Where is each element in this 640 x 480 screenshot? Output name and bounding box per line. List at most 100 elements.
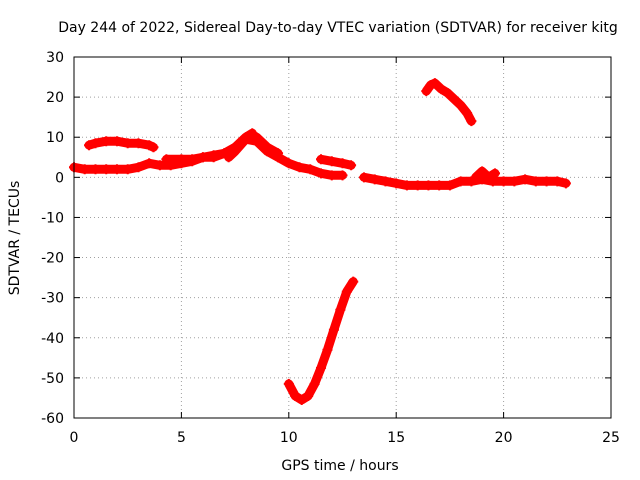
data-point bbox=[273, 148, 284, 159]
data-point bbox=[176, 154, 187, 165]
data-point bbox=[111, 136, 122, 147]
x-axis-label: GPS time / hours bbox=[281, 458, 398, 474]
data-point bbox=[303, 390, 314, 401]
data-point bbox=[462, 108, 473, 119]
data-point bbox=[84, 140, 95, 151]
y-tick-label: 10 bbox=[46, 130, 64, 146]
data-point bbox=[335, 304, 346, 315]
data-point bbox=[341, 286, 352, 297]
y-tick-label: -20 bbox=[41, 251, 64, 267]
y-tick-label: 0 bbox=[55, 170, 64, 186]
data-point bbox=[442, 88, 453, 99]
data-point bbox=[483, 172, 494, 183]
x-tick-label: 20 bbox=[495, 430, 513, 446]
series-track-2 bbox=[84, 136, 159, 153]
plot-frame bbox=[73, 56, 612, 419]
y-tick-label: -30 bbox=[41, 291, 64, 307]
data-point bbox=[429, 78, 440, 89]
series-track-9 bbox=[421, 78, 477, 127]
data-point bbox=[262, 142, 273, 153]
data-point bbox=[520, 174, 531, 185]
y-tick-label: -60 bbox=[41, 411, 64, 427]
data-point bbox=[391, 178, 402, 189]
data-point bbox=[434, 180, 445, 191]
data-point bbox=[240, 134, 251, 145]
series-track-6 bbox=[283, 276, 359, 405]
series-line bbox=[284, 277, 358, 405]
data-point bbox=[122, 164, 133, 175]
data-point bbox=[380, 176, 391, 187]
data-point bbox=[348, 276, 359, 287]
tick-marks bbox=[73, 56, 612, 419]
data-point bbox=[316, 362, 327, 373]
data-point bbox=[197, 152, 208, 163]
data-point bbox=[122, 138, 133, 149]
data-point bbox=[322, 344, 333, 355]
series-track-7 bbox=[358, 172, 571, 191]
data-point bbox=[161, 154, 172, 165]
data-point bbox=[283, 158, 294, 169]
data-point bbox=[144, 158, 155, 169]
data-point bbox=[316, 154, 327, 165]
series-layer bbox=[69, 78, 571, 405]
data-point bbox=[560, 178, 571, 189]
data-point bbox=[498, 176, 509, 187]
data-point bbox=[90, 138, 101, 149]
data-point bbox=[401, 180, 412, 191]
y-tick-label: -40 bbox=[41, 331, 64, 347]
series-line bbox=[471, 166, 500, 182]
data-point bbox=[79, 164, 90, 175]
data-point bbox=[208, 150, 219, 161]
data-point bbox=[133, 138, 144, 149]
data-point bbox=[101, 136, 112, 147]
data-point bbox=[230, 146, 241, 157]
data-point bbox=[251, 132, 262, 143]
data-point bbox=[490, 168, 501, 179]
series-line bbox=[224, 132, 283, 162]
data-point bbox=[455, 100, 466, 111]
chart-title: Day 244 of 2022, Sidereal Day-to-day VTE… bbox=[58, 20, 618, 36]
data-point bbox=[470, 172, 481, 183]
y-axis-label: SDTVAR / TECUs bbox=[7, 181, 23, 296]
data-point bbox=[154, 160, 165, 171]
y-tick-label: 20 bbox=[46, 90, 64, 106]
series-line bbox=[421, 78, 476, 126]
grid-lines bbox=[74, 57, 611, 418]
x-tick-label: 15 bbox=[387, 430, 405, 446]
y-tick-label: -50 bbox=[41, 371, 64, 387]
x-tick-label: 25 bbox=[602, 430, 620, 446]
x-tick-label: 10 bbox=[280, 430, 298, 446]
data-point bbox=[444, 180, 455, 191]
y-tick-label: 30 bbox=[46, 50, 64, 66]
data-point bbox=[455, 176, 466, 187]
x-tick-label: 0 bbox=[70, 430, 79, 446]
data-point bbox=[449, 94, 460, 105]
data-point bbox=[294, 162, 305, 173]
data-point bbox=[509, 176, 520, 187]
data-point bbox=[369, 174, 380, 185]
data-point bbox=[337, 170, 348, 181]
series-track-4 bbox=[223, 132, 284, 163]
data-point bbox=[541, 176, 552, 187]
data-point bbox=[305, 164, 316, 175]
data-point bbox=[326, 170, 337, 181]
data-point bbox=[111, 164, 122, 175]
data-point bbox=[296, 394, 307, 405]
data-point bbox=[290, 390, 301, 401]
series-track-5 bbox=[316, 154, 357, 171]
data-point bbox=[90, 164, 101, 175]
data-point bbox=[421, 86, 432, 97]
data-point bbox=[530, 176, 541, 187]
data-point bbox=[337, 158, 348, 169]
data-point bbox=[552, 176, 563, 187]
series-track-8 bbox=[470, 166, 501, 183]
data-point bbox=[283, 378, 294, 389]
data-point bbox=[328, 324, 339, 335]
data-point bbox=[316, 168, 327, 179]
data-point bbox=[223, 152, 234, 163]
data-point bbox=[326, 156, 337, 167]
data-point bbox=[358, 172, 369, 183]
data-point bbox=[477, 166, 488, 177]
data-point bbox=[309, 378, 320, 389]
